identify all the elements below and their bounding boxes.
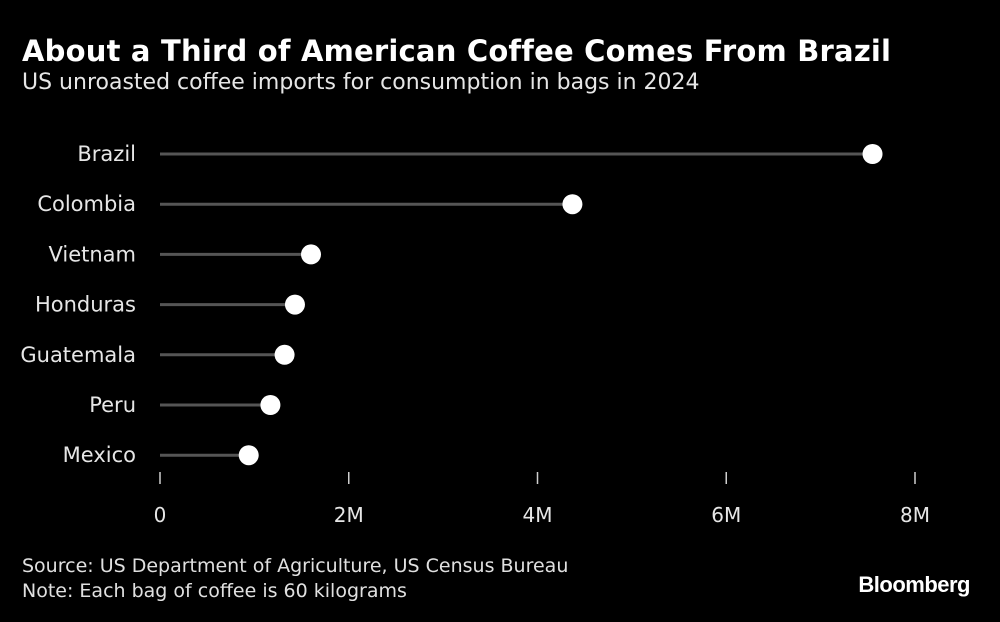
source-note: Source: US Department of Agriculture, US… [22,555,569,577]
dot-honduras [284,294,305,315]
chart-title: About a Third of American Coffee Comes F… [22,34,892,68]
dot-peru [260,395,281,415]
chart-subtitle: US unroasted coffee imports for consumpt… [22,70,700,95]
x-tick-label-2: 4M [523,503,553,527]
category-label-brazil: Brazil [77,142,136,166]
x-tick-label-0: 0 [154,503,167,527]
category-label-vietnam: Vietnam [48,242,136,266]
category-label-mexico: Mexico [63,443,136,467]
dot-mexico [238,445,259,466]
x-tick-label-1: 2M [334,503,364,527]
bloomberg-logo: Bloomberg [858,572,970,597]
category-label-peru: Peru [89,393,136,417]
dot-colombia [562,194,583,215]
category-label-honduras: Honduras [35,293,136,317]
dot-guatemala [274,344,295,365]
category-label-colombia: Colombia [37,192,136,216]
footnote: Note: Each bag of coffee is 60 kilograms [22,580,407,602]
x-tick-label-3: 6M [711,503,741,527]
dot-brazil [862,144,883,164]
dot-vietnam [301,244,321,265]
x-tick-label-4: 8M [900,503,930,527]
category-label-guatemala: Guatemala [20,343,136,367]
